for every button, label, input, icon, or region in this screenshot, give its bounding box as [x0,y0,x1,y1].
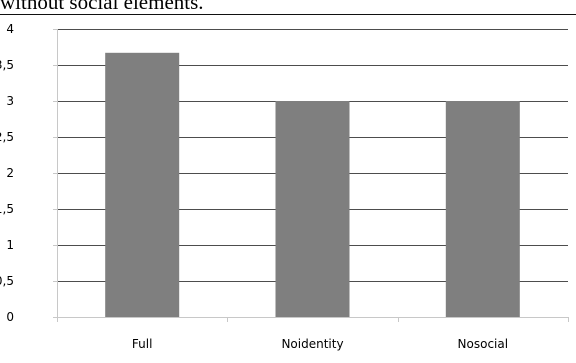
y-tick-label: 1,5 [0,202,14,216]
bar-noidentity [275,101,350,317]
bar-full [105,52,180,318]
axes [53,29,569,322]
x-tick-label: Noidentity [281,337,343,351]
y-tick-label: 0 [6,310,14,324]
y-tick-label: 1 [6,238,14,252]
x-tick-label: Full [132,337,153,351]
y-tick-labels: 4 3,5 3 2,5 2 1,5 1 0,5 0 [0,22,14,324]
y-tick-label: 4 [6,22,14,36]
y-tick-label: 2 [6,166,14,180]
bar-nosocial [445,101,520,317]
y-tick-label: 0,5 [0,274,14,288]
caption-rule [0,14,576,15]
x-tick-label: Nosocial [458,337,509,351]
y-tick-label: 2,5 [0,130,14,144]
y-tick-label: 3,5 [0,58,14,72]
caption-fragment: without social elements. [0,0,204,14]
y-tick-label: 3 [6,94,14,108]
x-tick-labels: Full Noidentity Nosocial [132,337,508,351]
bars [105,52,520,318]
